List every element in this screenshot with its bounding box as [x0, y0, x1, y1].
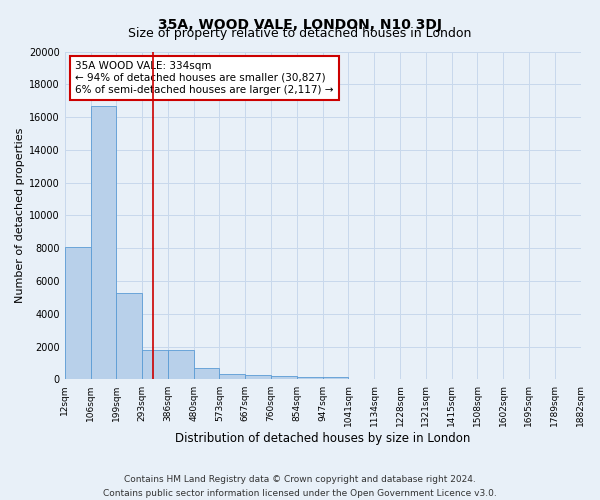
Bar: [142, 350, 168, 380]
Text: Contains HM Land Registry data © Crown copyright and database right 2024.
Contai: Contains HM Land Registry data © Crown c…: [103, 476, 497, 498]
X-axis label: Distribution of detached houses by size in London: Distribution of detached houses by size …: [175, 432, 470, 445]
Bar: [116, 292, 142, 380]
Bar: [65, 246, 91, 380]
Bar: [220, 374, 245, 380]
Y-axis label: Number of detached properties: Number of detached properties: [15, 128, 25, 303]
Text: Size of property relative to detached houses in London: Size of property relative to detached ho…: [128, 28, 472, 40]
Bar: [194, 368, 220, 380]
Bar: [168, 350, 194, 380]
Bar: [91, 106, 116, 380]
Text: 35A WOOD VALE: 334sqm
← 94% of detached houses are smaller (30,827)
6% of semi-d: 35A WOOD VALE: 334sqm ← 94% of detached …: [75, 62, 334, 94]
Bar: [323, 377, 349, 380]
Bar: [271, 376, 297, 380]
Bar: [297, 377, 323, 380]
Text: 35A, WOOD VALE, LONDON, N10 3DJ: 35A, WOOD VALE, LONDON, N10 3DJ: [158, 18, 442, 32]
Bar: [245, 376, 271, 380]
